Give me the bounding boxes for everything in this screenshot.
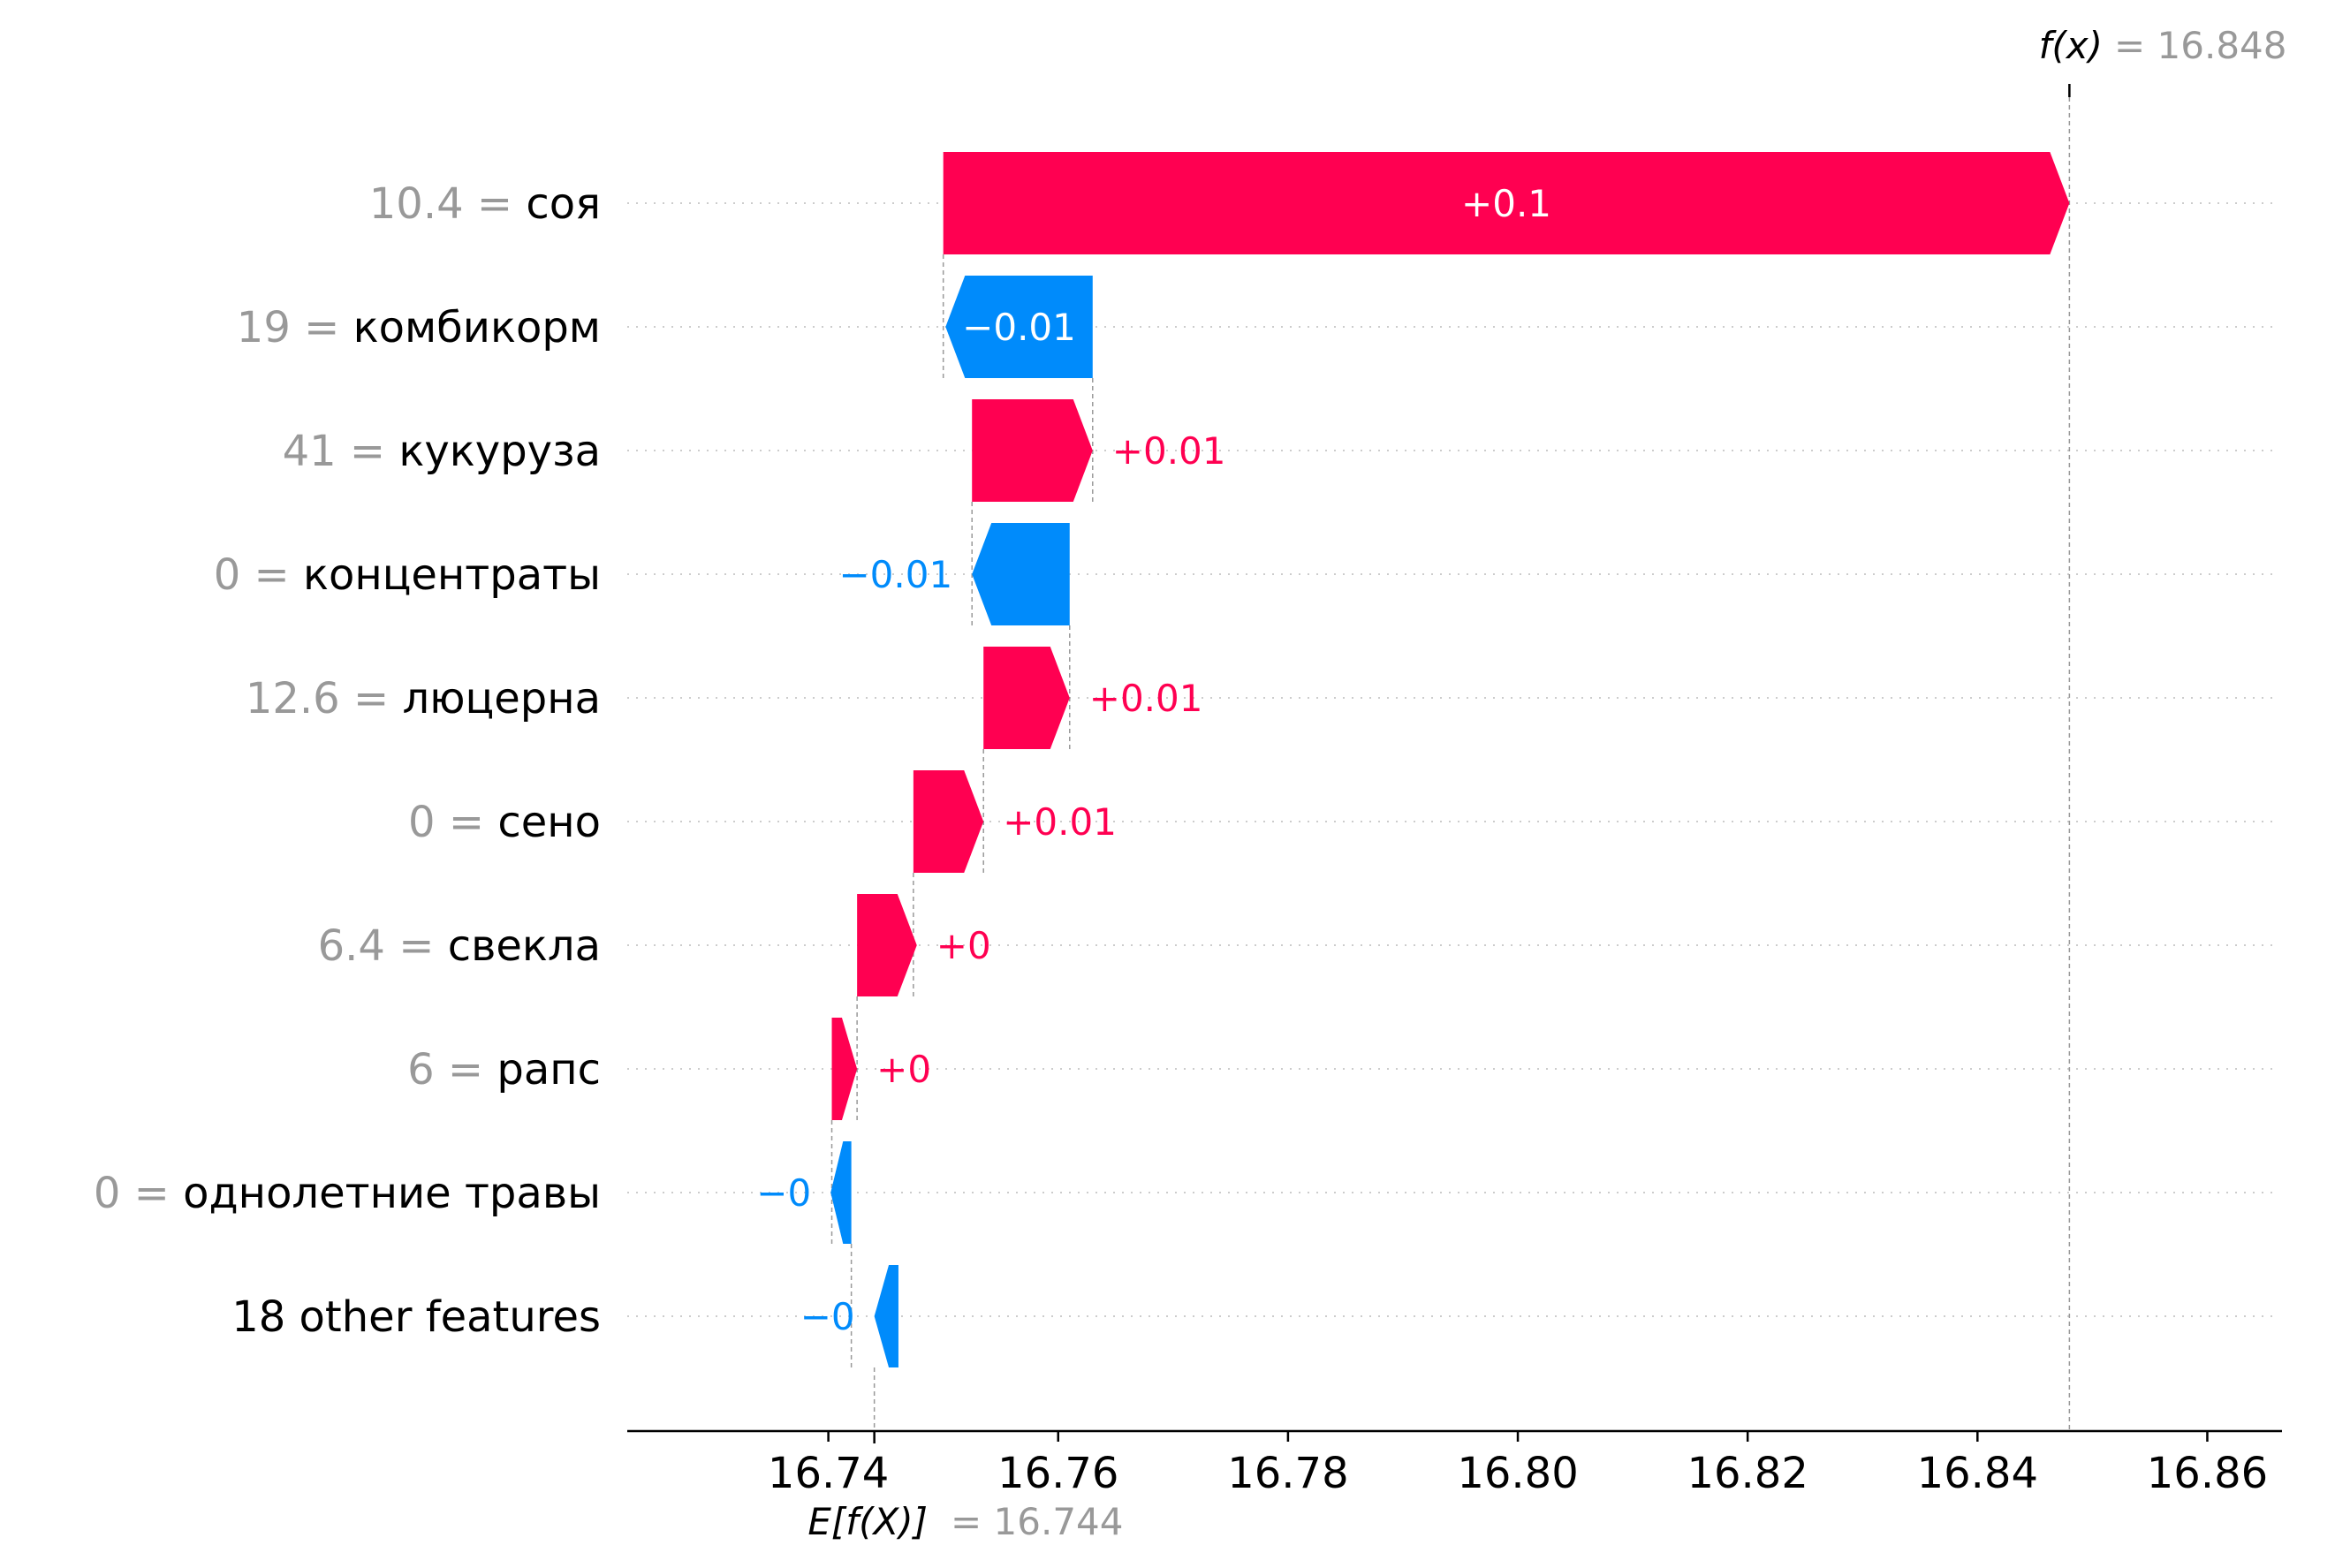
feature-label: 18 other features [231, 1292, 601, 1342]
feature-name: рапс [497, 1045, 601, 1095]
feature-name: комбикорм [353, 303, 601, 352]
bar-value-label: +0 [936, 924, 991, 967]
feature-name: люцерна [402, 674, 601, 723]
x-tick-label: 16.86 [2147, 1449, 2268, 1498]
efx-label: E[f(X)] [807, 1500, 928, 1543]
bar-value-label: −0.01 [962, 306, 1076, 349]
bar-value-label: +0.01 [1003, 800, 1117, 844]
bar-9 [830, 1141, 852, 1244]
feature-value: 6 = [407, 1045, 497, 1095]
bar-value-label: +0.01 [1112, 429, 1226, 473]
x-axis: 16.74 16.76 16.78 16.80 16.82 16.84 16.86 [627, 84, 2282, 1498]
x-tick-label: 16.82 [1687, 1449, 1808, 1498]
fx-value: = 16.848 [2114, 24, 2287, 67]
x-tick-label: 16.80 [1457, 1449, 1578, 1498]
feature-value: 19 = [237, 303, 353, 352]
x-tick-label: 16.78 [1227, 1449, 1348, 1498]
feature-name: кукуруза [398, 427, 601, 476]
feature-labels: +0.1 10.4 = соя −0.01 19 = комбикорм +0.01 41… [94, 179, 1551, 1342]
efx-value: = 16.744 [951, 1500, 1124, 1543]
bars [830, 152, 2070, 1367]
x-tick-label: 16.74 [768, 1449, 889, 1498]
feature-label: 0 = сено [408, 798, 601, 847]
bar-value-label: −0 [800, 1295, 855, 1338]
feature-label: 41 = кукуруза [283, 427, 601, 476]
feature-value: 0 = [214, 550, 303, 600]
feature-label: 12.6 = люцерна [246, 674, 601, 723]
feature-label: 0 = однолетние травы [94, 1169, 601, 1218]
bar-value-label: −0.01 [838, 553, 952, 596]
bar-1 [943, 152, 2070, 254]
x-tick-label: 16.76 [997, 1449, 1118, 1498]
efx-annotation: E[f(X)] = 16.744 [807, 1500, 1123, 1543]
feature-value: 0 = [94, 1169, 183, 1218]
bar-value-label: −0 [756, 1171, 811, 1215]
feature-label: 6.4 = свекла [318, 921, 601, 971]
feature-value: 10.4 = [369, 179, 527, 229]
feature-name: 18 other features [231, 1292, 601, 1342]
bar-3 [972, 399, 1093, 502]
connector-lines [830, 97, 2071, 1431]
bar-value-label: +0.1 [1461, 182, 1551, 225]
bar-value-label: +0.01 [1089, 677, 1203, 720]
fx-label: f(x) [2039, 24, 2103, 67]
bar-value-label: +0 [876, 1048, 931, 1091]
feature-name: сено [497, 798, 601, 847]
feature-value: 41 = [283, 427, 399, 476]
feature-label: 6 = рапс [407, 1045, 601, 1095]
feature-value: 12.6 = [246, 674, 403, 723]
bar-4 [972, 523, 1070, 625]
bar-7 [857, 894, 917, 996]
feature-value: 6.4 = [318, 921, 448, 971]
feature-name: свекла [448, 921, 601, 971]
feature-label: 0 = концентраты [214, 550, 601, 600]
x-tick-label: 16.84 [1917, 1449, 2038, 1498]
feature-label: 19 = комбикорм [237, 303, 601, 352]
bar-6 [913, 770, 984, 873]
feature-name: концентраты [303, 550, 601, 600]
row-grid-lines [627, 202, 2278, 1317]
bar-5 [983, 647, 1070, 749]
fx-annotation: f(x) = 16.848 [2039, 24, 2287, 67]
feature-name: однолетние травы [183, 1169, 601, 1218]
bar-8 [831, 1018, 858, 1120]
bar-10 [874, 1265, 898, 1367]
bar-2 [945, 276, 1093, 378]
feature-name: соя [526, 179, 601, 229]
feature-label: 10.4 = соя [369, 179, 601, 229]
feature-value: 0 = [408, 798, 497, 847]
